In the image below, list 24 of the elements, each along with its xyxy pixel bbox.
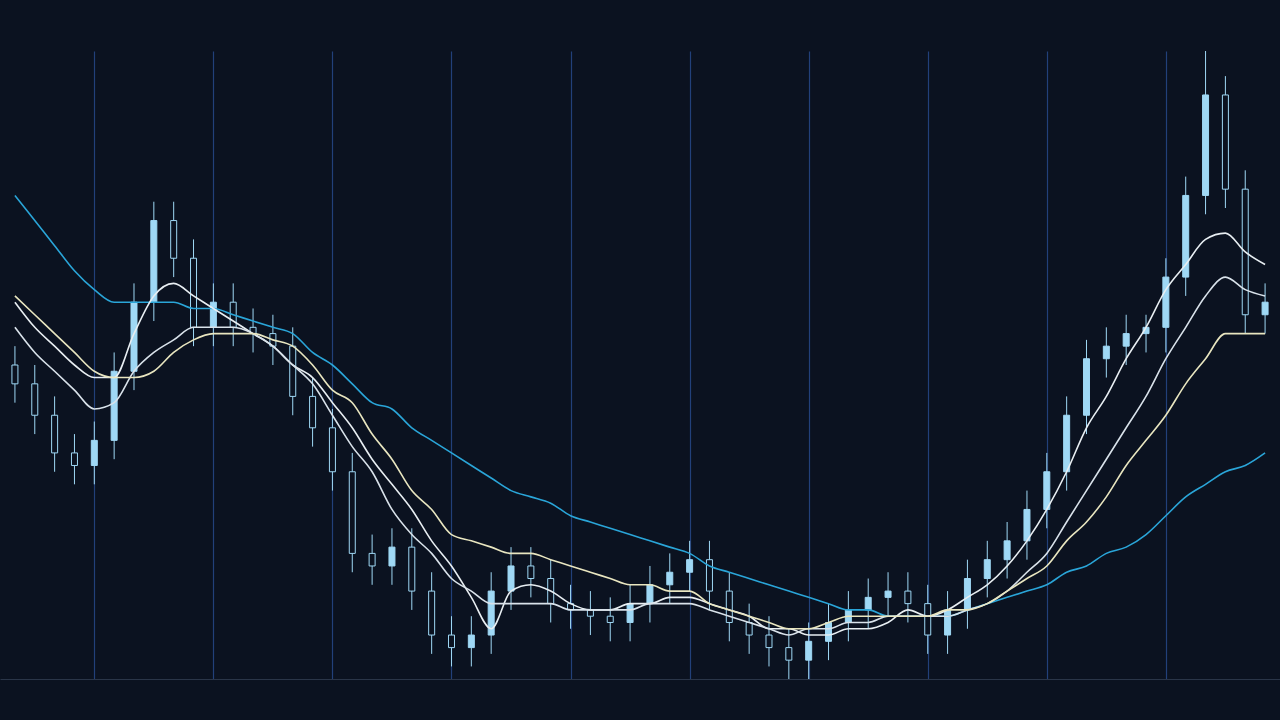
candlestick bbox=[1102, 326, 1110, 379]
candlestick bbox=[368, 534, 376, 586]
candlestick bbox=[626, 584, 634, 642]
candlestick bbox=[1003, 521, 1011, 580]
candlestick bbox=[904, 571, 912, 623]
candlestick bbox=[864, 578, 872, 630]
candlestick bbox=[388, 527, 396, 586]
candlestick bbox=[686, 540, 694, 592]
candlestick bbox=[884, 571, 892, 617]
candlestick bbox=[1261, 282, 1269, 335]
candlestick bbox=[805, 621, 813, 680]
candlestick bbox=[745, 603, 753, 655]
candlestick bbox=[467, 615, 475, 667]
candlestick bbox=[646, 565, 654, 623]
candlestick bbox=[666, 552, 674, 605]
candlestick bbox=[447, 615, 455, 667]
candlestick bbox=[70, 433, 78, 485]
candlestick bbox=[983, 540, 991, 598]
candlestick bbox=[527, 546, 535, 598]
candlestick bbox=[785, 628, 793, 680]
candlestick bbox=[765, 615, 773, 667]
candlestick bbox=[606, 596, 614, 642]
candlestick bbox=[11, 345, 19, 404]
candlestick bbox=[1122, 314, 1130, 366]
